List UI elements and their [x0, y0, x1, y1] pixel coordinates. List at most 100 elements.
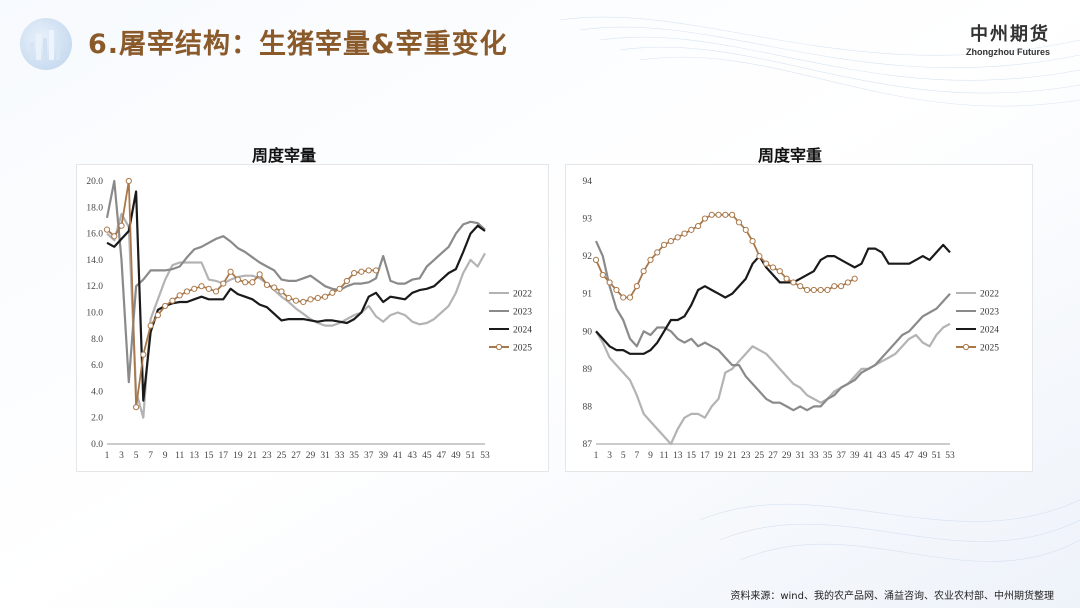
x-tick-label: 37 [836, 451, 846, 461]
legend-label-2024: 2024 [980, 326, 999, 336]
x-tick-label: 41 [393, 451, 403, 461]
y-tick-label: 6.0 [91, 361, 103, 371]
x-tick-label: 27 [768, 451, 778, 461]
x-tick-label: 15 [687, 451, 697, 461]
x-tick-label: 37 [364, 451, 374, 461]
data-point-2025 [343, 277, 350, 285]
x-tick-label: 33 [335, 451, 345, 461]
data-point-2025 [103, 226, 111, 233]
y-tick-label: 0.0 [91, 440, 103, 450]
y-tick-label: 10.0 [86, 309, 103, 319]
x-tick-label: 19 [714, 451, 724, 461]
data-point-2025 [674, 234, 681, 241]
x-tick-label: 35 [349, 451, 359, 461]
legend-label-2022: 2022 [980, 290, 999, 300]
y-tick-label: 2.0 [91, 414, 103, 424]
data-point-2025 [154, 312, 161, 319]
series-line-2022 [106, 212, 486, 419]
x-tick-label: 35 [823, 451, 833, 461]
x-tick-label: 5 [134, 451, 139, 461]
data-point-2025 [256, 271, 263, 278]
data-point-2025 [271, 284, 278, 291]
data-point-2025 [735, 219, 743, 226]
data-point-2025 [803, 286, 811, 294]
chart-panel-weight: 87 88 89 90 91 92 93 94 1 3 5 7 9 11 13 15 17 19 21 23 25 27 2… [565, 164, 1033, 472]
y-tick-label: 16.0 [86, 230, 103, 240]
x-tick-label: 23 [262, 451, 272, 461]
x-tick-label: 9 [163, 451, 168, 461]
x-tick-label: 45 [891, 451, 901, 461]
data-point-2025 [278, 288, 285, 295]
data-point-2025 [633, 283, 640, 290]
data-point-2025 [606, 279, 613, 286]
data-point-2025 [701, 215, 709, 222]
x-tick-label: 51 [932, 451, 942, 461]
data-point-2025 [647, 256, 654, 264]
data-point-2025 [162, 302, 169, 310]
data-point-2025 [191, 285, 198, 292]
data-point-2025 [722, 211, 729, 218]
data-point-2025 [227, 268, 234, 275]
data-point-2025 [729, 211, 736, 218]
x-tick-label: 53 [945, 451, 955, 461]
y-tick-label: 20.0 [86, 177, 103, 187]
x-tick-label: 49 [451, 451, 461, 461]
data-point-2025 [824, 286, 831, 294]
data-point-2025 [592, 256, 600, 264]
data-point-2025 [613, 286, 620, 294]
x-tick-label: 45 [422, 451, 432, 461]
y-tick-label: 92 [583, 252, 593, 262]
data-point-2025 [776, 268, 783, 275]
y-tick-label: 4.0 [91, 387, 103, 397]
x-tick-label: 1 [594, 451, 599, 461]
x-tick-label: 39 [850, 451, 860, 461]
legend-label-2025: 2025 [513, 344, 532, 354]
data-point-2025 [307, 296, 314, 303]
y-tick-label: 91 [583, 290, 593, 300]
x-tick-label: 7 [148, 451, 153, 461]
data-point-2025 [176, 292, 183, 299]
x-tick-label: 53 [480, 451, 490, 461]
x-tick-label: 25 [277, 451, 287, 461]
data-point-2025 [336, 285, 343, 292]
data-point-2025 [358, 268, 365, 275]
x-tick-label: 41 [864, 451, 874, 461]
x-tick-label: 47 [437, 451, 447, 461]
data-point-2025 [749, 238, 756, 245]
data-point-2025 [365, 267, 372, 274]
y-tick-label: 14.0 [86, 256, 103, 266]
y-tick-label: 8.0 [91, 335, 103, 345]
data-point-2025 [844, 279, 851, 286]
data-point-2025 [125, 177, 132, 185]
x-tick-label: 25 [755, 451, 765, 461]
x-tick-label: 49 [918, 451, 928, 461]
brand-name: 中州期货 [970, 24, 1050, 45]
data-point-2025 [660, 241, 668, 248]
data-point-2025 [140, 351, 147, 358]
legend-marker-2025 [495, 343, 503, 351]
data-point-2025 [242, 279, 249, 286]
legend-label-2025: 2025 [980, 344, 999, 354]
data-point-2025 [329, 289, 336, 296]
data-point-2025 [715, 211, 722, 218]
data-point-2025 [640, 268, 647, 275]
brand-name-en: Zhongzhou Futures [966, 47, 1050, 57]
y-tick-label: 94 [583, 177, 593, 187]
x-tick-label: 31 [320, 451, 330, 461]
data-point-2025 [851, 275, 858, 282]
x-tick-label: 15 [204, 451, 214, 461]
series-line-2023 [594, 240, 951, 412]
series-line-2024 [106, 190, 486, 402]
data-point-2025 [708, 211, 715, 218]
y-tick-label: 87 [583, 440, 593, 450]
data-point-2025 [205, 285, 212, 292]
logo-badge [20, 18, 72, 70]
data-point-2025 [654, 249, 661, 256]
x-tick-label: 29 [782, 451, 792, 461]
data-point-2025 [688, 226, 695, 233]
x-tick-label: 21 [727, 451, 737, 461]
y-tick-label: 89 [583, 365, 593, 375]
data-point-2025 [783, 275, 790, 282]
data-point-2025 [831, 283, 838, 290]
